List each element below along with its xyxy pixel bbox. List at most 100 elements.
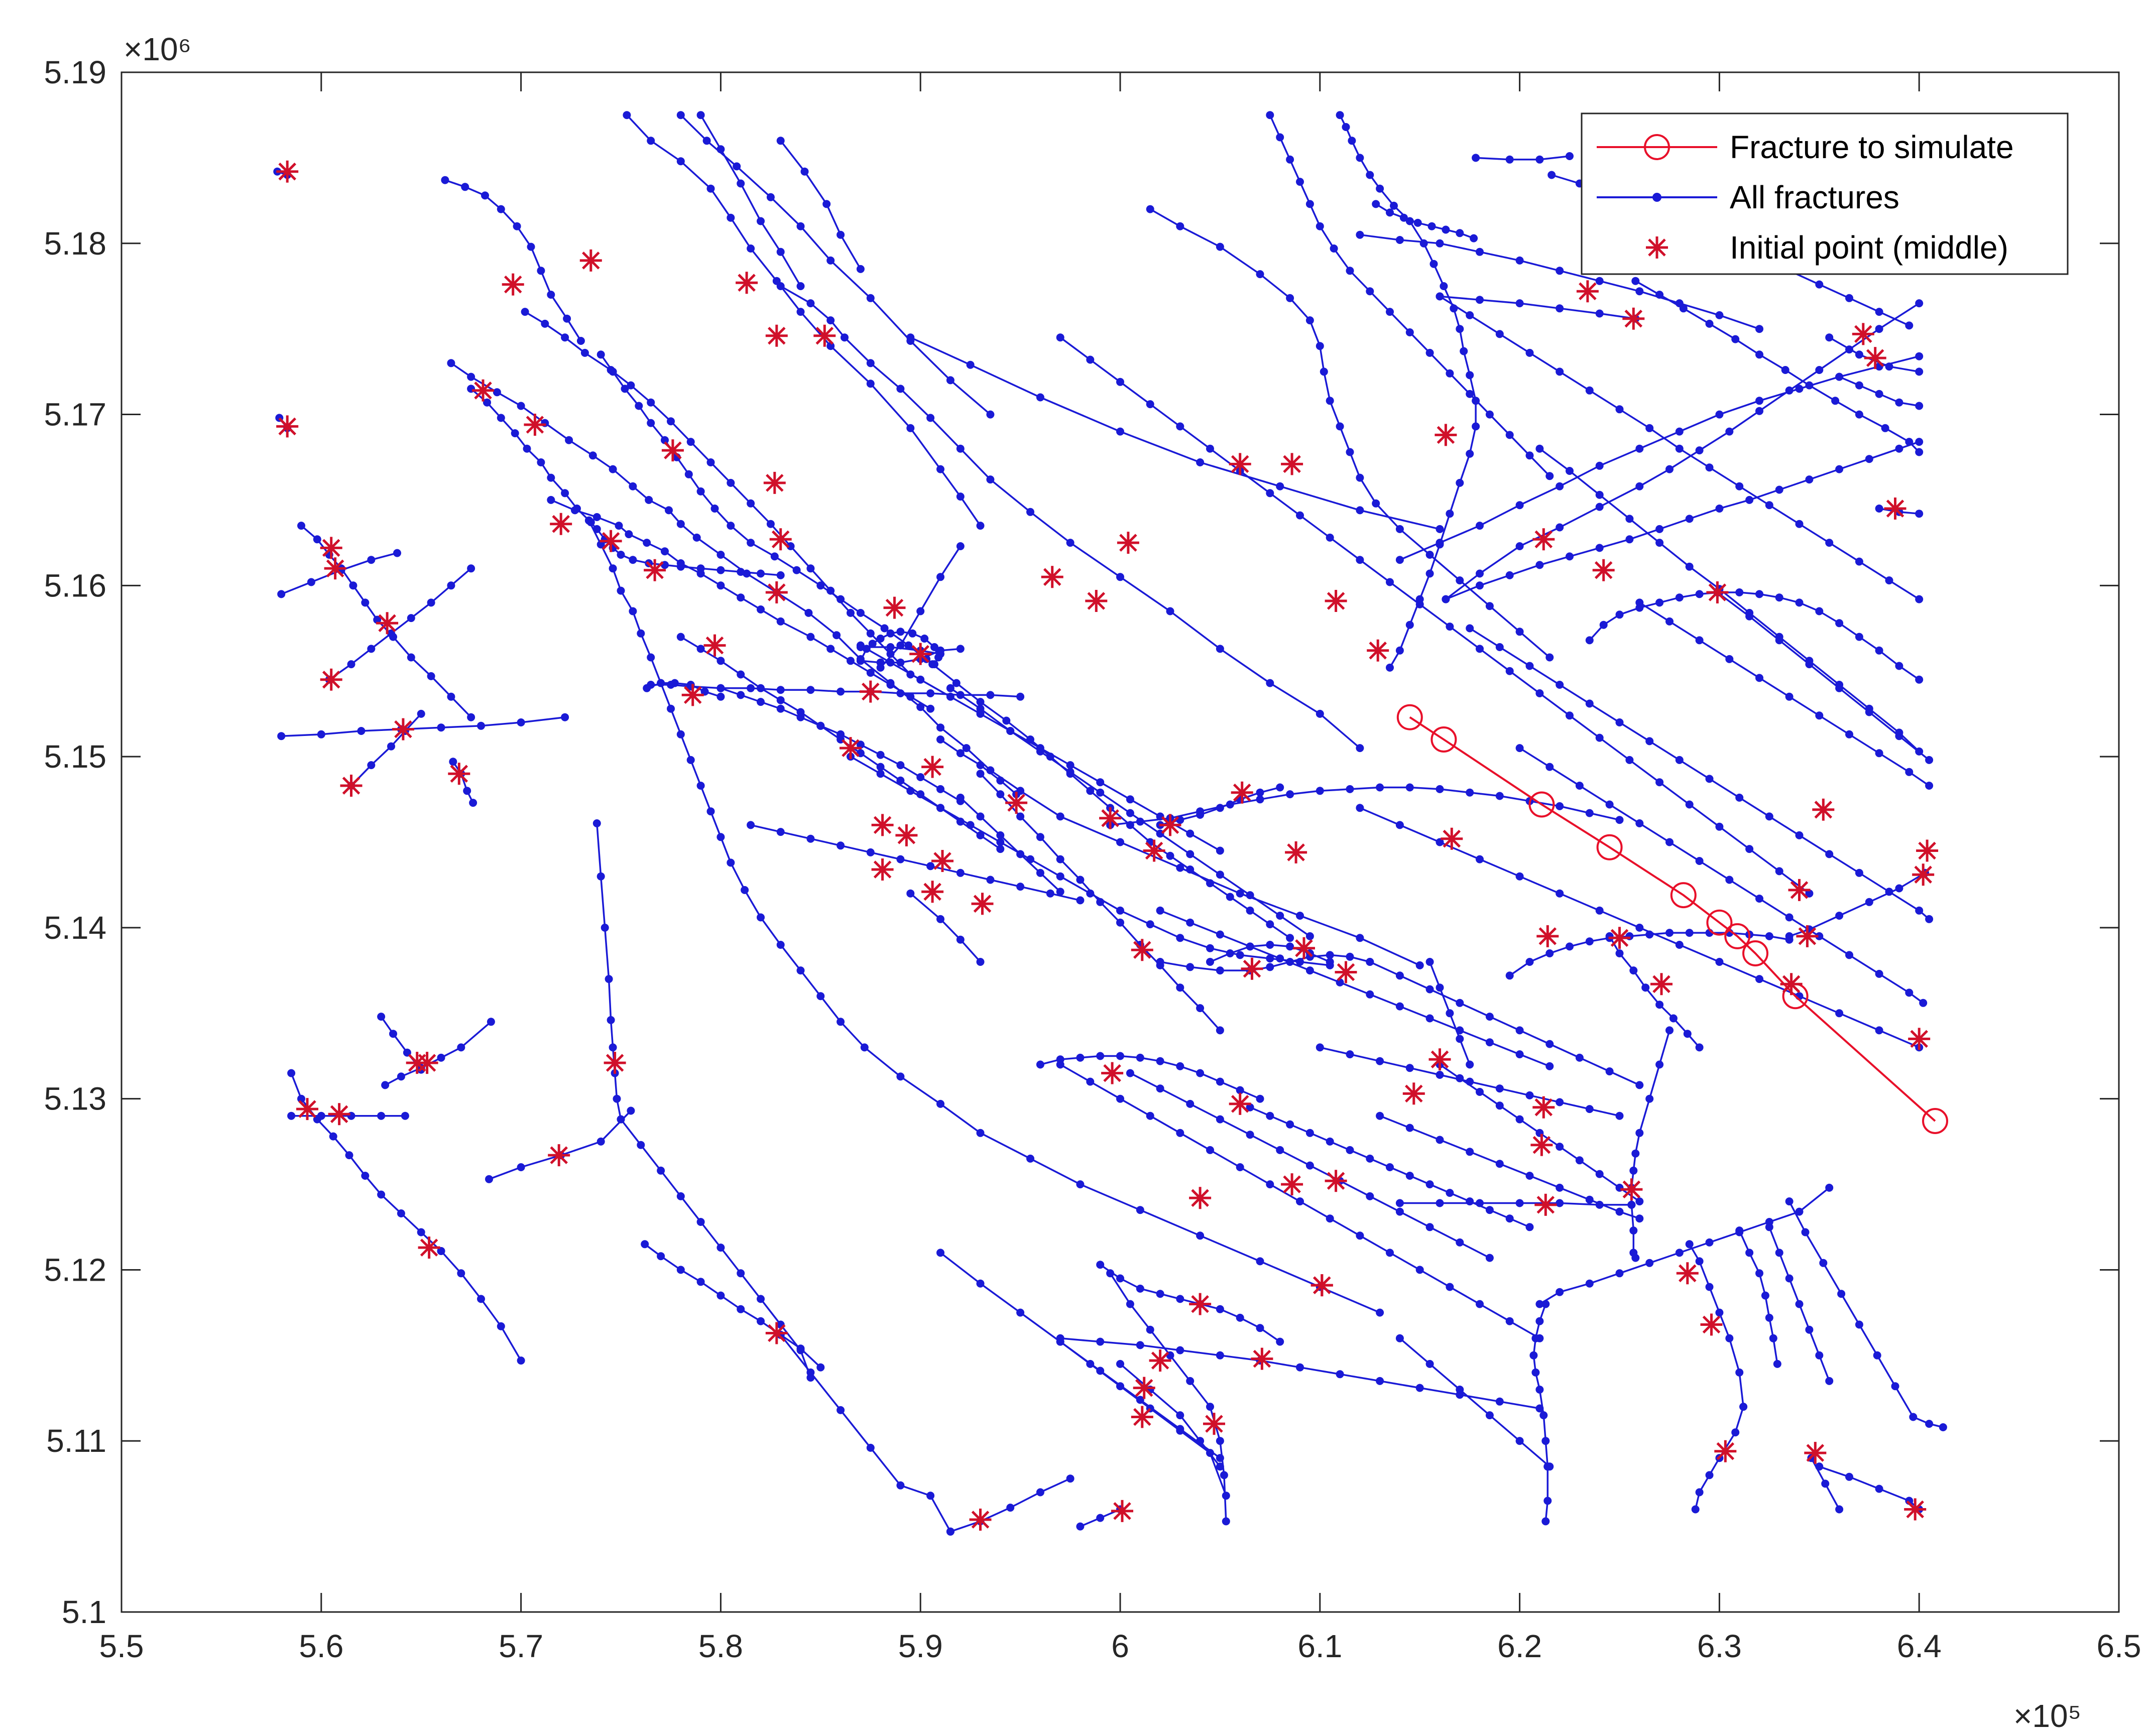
fracture-point bbox=[1176, 1411, 1184, 1420]
fracture-point bbox=[1429, 260, 1438, 268]
fracture-point bbox=[1825, 539, 1834, 547]
fracture-point bbox=[1615, 1269, 1624, 1278]
fracture-point bbox=[1305, 316, 1314, 325]
fracture-polyline bbox=[717, 684, 965, 805]
fracture-point bbox=[1683, 1030, 1692, 1038]
x-tick-label: 6 bbox=[1111, 1628, 1129, 1664]
fracture-point bbox=[936, 573, 944, 581]
fracture-point bbox=[946, 376, 955, 385]
fracture-point bbox=[1819, 1259, 1828, 1267]
fracture-point bbox=[1705, 463, 1714, 472]
initial-point-marker bbox=[276, 160, 299, 183]
fracture-point bbox=[1256, 795, 1264, 804]
initial-point-marker bbox=[1281, 1173, 1303, 1196]
fracture-point bbox=[1076, 1522, 1085, 1531]
fracture-point bbox=[1305, 1161, 1314, 1170]
fracture-point bbox=[1865, 898, 1873, 906]
fracture-point bbox=[747, 539, 755, 547]
fracture-point bbox=[717, 551, 725, 559]
fracture-point bbox=[1595, 277, 1604, 285]
fracture-polyline bbox=[547, 495, 935, 713]
fracture-point bbox=[1466, 449, 1474, 458]
fracture-point bbox=[1556, 1143, 1564, 1151]
fracture-point bbox=[1376, 1377, 1384, 1385]
initial-point-marker bbox=[1532, 1096, 1555, 1119]
fracture-point bbox=[1196, 1437, 1205, 1445]
fracture-point bbox=[1016, 812, 1025, 821]
fracture-point bbox=[906, 889, 915, 898]
fracture-point bbox=[1186, 829, 1195, 838]
fracture-point bbox=[1316, 342, 1324, 350]
initial-point-marker bbox=[320, 537, 342, 559]
fracture-line bbox=[1399, 1337, 1550, 1467]
fracture-point bbox=[1515, 1199, 1524, 1207]
fracture-line bbox=[281, 716, 565, 737]
fracture-point bbox=[1246, 906, 1254, 915]
initial-point-marker bbox=[1231, 781, 1253, 804]
fracture-point bbox=[1220, 1471, 1228, 1479]
fracture-point bbox=[307, 578, 315, 586]
fracture-point bbox=[641, 1240, 649, 1249]
fracture-point bbox=[1745, 845, 1754, 853]
fracture-point bbox=[1705, 775, 1714, 783]
fracture-point bbox=[635, 402, 643, 410]
simulated-fracture-point bbox=[1596, 834, 1623, 860]
fracture-point bbox=[1256, 1094, 1264, 1103]
fracture-point bbox=[1695, 1043, 1704, 1052]
initial-point-marker bbox=[548, 1144, 570, 1167]
fracture-line bbox=[960, 797, 1061, 893]
fracture-point bbox=[1785, 1197, 1794, 1206]
fracture-point bbox=[976, 770, 985, 778]
fracture-point bbox=[588, 451, 597, 460]
fracture-point bbox=[1541, 1517, 1550, 1526]
fracture-point bbox=[1346, 267, 1354, 275]
fracture-point bbox=[1645, 1259, 1654, 1267]
fracture-polyline bbox=[467, 385, 595, 527]
fracture-polyline bbox=[592, 819, 625, 1124]
fracture-point bbox=[1296, 912, 1304, 920]
fracture-point bbox=[1815, 711, 1824, 720]
fracture-point bbox=[1675, 444, 1684, 453]
fracture-point bbox=[1276, 133, 1284, 142]
fracture-point bbox=[661, 547, 669, 556]
fracture-point bbox=[676, 633, 685, 641]
fracture-point bbox=[1336, 978, 1344, 986]
fracture-point bbox=[1216, 1115, 1224, 1124]
fracture-point bbox=[1056, 812, 1064, 821]
fracture-point bbox=[837, 1018, 845, 1026]
fracture-line bbox=[1059, 336, 1810, 895]
fracture-point bbox=[317, 730, 325, 738]
fracture-point bbox=[976, 761, 985, 770]
fracture-point bbox=[1146, 1111, 1154, 1120]
fracture-point bbox=[1805, 1325, 1814, 1334]
fracture-point bbox=[1216, 846, 1224, 855]
fracture-point bbox=[1126, 795, 1134, 804]
fracture-point bbox=[1356, 556, 1364, 564]
fracture-point bbox=[1735, 793, 1744, 802]
fracture-point bbox=[313, 535, 321, 544]
fracture-point bbox=[563, 314, 571, 323]
fracture-point bbox=[1226, 893, 1234, 901]
fracture-point bbox=[463, 787, 471, 795]
fracture-point bbox=[561, 489, 569, 498]
fracture-point bbox=[1785, 913, 1794, 922]
fracture-point bbox=[1781, 366, 1790, 374]
fracture-point bbox=[976, 1279, 985, 1288]
fracture-point bbox=[1472, 154, 1480, 162]
fracture-point bbox=[1761, 1291, 1769, 1300]
fracture-point bbox=[485, 1175, 493, 1183]
fracture-point bbox=[1326, 951, 1334, 959]
fracture-point bbox=[1336, 1370, 1344, 1379]
fracture-point bbox=[1915, 352, 1924, 360]
fracture-point bbox=[837, 841, 845, 850]
fracture-point bbox=[1415, 595, 1424, 603]
x-tick-label: 5.7 bbox=[499, 1628, 543, 1664]
fracture-point bbox=[717, 833, 725, 841]
fracture-point bbox=[847, 657, 855, 665]
fracture-point bbox=[1296, 1197, 1304, 1206]
fracture-point bbox=[1875, 325, 1883, 333]
y-tick-label: 5.13 bbox=[44, 1081, 106, 1117]
fracture-point bbox=[1485, 410, 1494, 419]
initial-point-marker bbox=[1101, 1062, 1124, 1084]
fracture-polyline bbox=[1627, 1026, 1674, 1209]
